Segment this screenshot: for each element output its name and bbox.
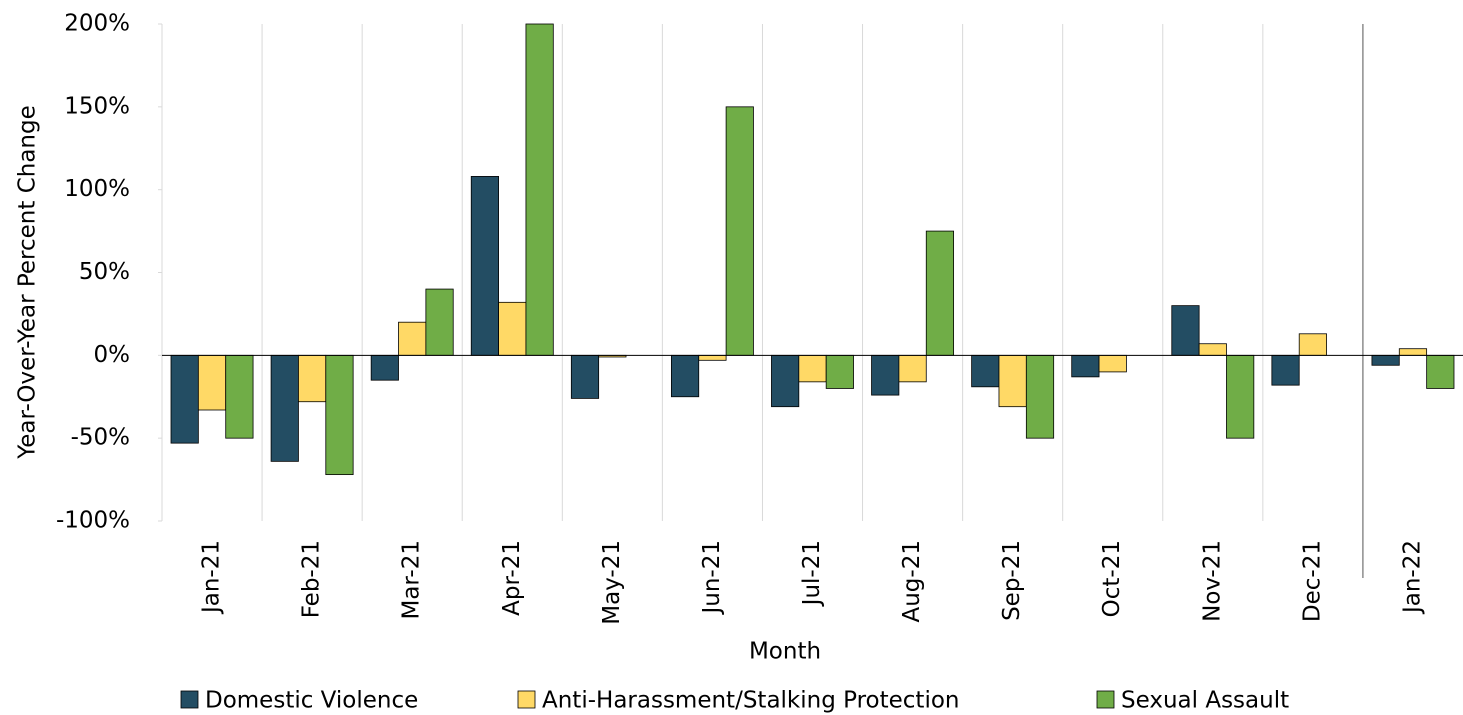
- bar: [270, 354, 299, 462]
- bar: [798, 354, 827, 383]
- bar: [225, 354, 254, 439]
- y-tick-label: -50%: [71, 425, 130, 451]
- bar: [771, 354, 800, 408]
- bar: [1398, 348, 1428, 356]
- bar: [725, 106, 754, 356]
- bar: [1171, 305, 1200, 356]
- bar: [370, 354, 399, 381]
- x-tick-label: Jan-21: [199, 540, 225, 615]
- x-tick-label: Mar-21: [399, 540, 425, 620]
- y-axis-title: Year-Over-Year Percent Change: [15, 105, 41, 460]
- x-tick-label: Apr-21: [499, 540, 525, 616]
- bar: [1371, 354, 1400, 366]
- bar: [170, 354, 199, 444]
- bar: [1271, 354, 1300, 386]
- bar: [1198, 343, 1227, 356]
- x-tick-label: Aug-21: [899, 540, 925, 622]
- bar: [1298, 333, 1327, 356]
- bar: [470, 176, 499, 356]
- bar: [1226, 354, 1255, 439]
- bar: [698, 354, 727, 361]
- bar: [498, 301, 527, 356]
- x-tick-label: Jul-21: [799, 540, 825, 607]
- x-tick-label: Nov-21: [1199, 540, 1225, 622]
- x-tick-label: Oct-21: [1099, 540, 1125, 617]
- legend-swatch: [517, 690, 536, 709]
- bar: [898, 354, 927, 383]
- y-tick-label: 50%: [79, 259, 130, 285]
- x-tick-label: Dec-21: [1299, 540, 1325, 622]
- legend-label: Sexual Assault: [1121, 688, 1289, 714]
- bar: [325, 354, 354, 476]
- legend-swatch: [180, 690, 199, 709]
- y-tick-label: -100%: [56, 508, 130, 534]
- bar: [298, 354, 327, 403]
- bar: [1071, 354, 1100, 378]
- x-axis-title: Month: [749, 639, 821, 665]
- bar: [1025, 354, 1055, 439]
- x-tick-label: Jan-22: [1399, 540, 1425, 615]
- bar: [197, 354, 227, 411]
- bar: [925, 230, 955, 356]
- bar: [670, 354, 700, 398]
- bar: [998, 354, 1027, 408]
- y-tick-label: 0%: [94, 342, 131, 368]
- bar: [425, 288, 454, 356]
- bar: [825, 354, 854, 389]
- x-tick-label: Feb-21: [299, 540, 325, 618]
- x-tick-label: Sep-21: [999, 540, 1025, 621]
- x-tick-label: May-21: [599, 540, 625, 625]
- bar: [1098, 354, 1127, 373]
- bar: [1426, 354, 1455, 389]
- y-tick-label: 200%: [64, 11, 130, 37]
- y-tick-label: 150%: [64, 93, 130, 119]
- bar: [570, 354, 600, 399]
- bar: [971, 354, 1000, 388]
- legend-label: Domestic Violence: [205, 688, 418, 714]
- x-tick-label: Jun-21: [699, 540, 725, 616]
- legend-swatch: [1096, 690, 1115, 709]
- y-tick-label: 100%: [64, 176, 130, 202]
- bar: [871, 354, 900, 396]
- bar: [525, 23, 554, 356]
- legend-label: Anti-Harassment/Stalking Protection: [542, 688, 959, 714]
- bar: [398, 321, 427, 356]
